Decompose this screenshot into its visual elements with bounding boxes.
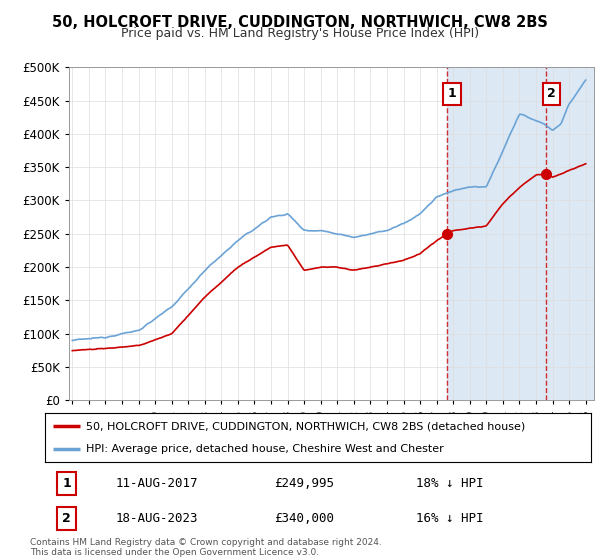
Text: Price paid vs. HM Land Registry's House Price Index (HPI): Price paid vs. HM Land Registry's House … xyxy=(121,27,479,40)
Text: 18% ↓ HPI: 18% ↓ HPI xyxy=(416,477,484,490)
Text: 2: 2 xyxy=(62,511,71,525)
Bar xyxy=(447,67,553,400)
Text: Contains HM Land Registry data © Crown copyright and database right 2024.
This d: Contains HM Land Registry data © Crown c… xyxy=(30,538,382,557)
Text: 50, HOLCROFT DRIVE, CUDDINGTON, NORTHWICH, CW8 2BS (detached house): 50, HOLCROFT DRIVE, CUDDINGTON, NORTHWIC… xyxy=(86,421,525,431)
Text: 1: 1 xyxy=(448,87,456,100)
Text: 1: 1 xyxy=(62,477,71,490)
Text: £249,995: £249,995 xyxy=(274,477,334,490)
Text: £340,000: £340,000 xyxy=(274,511,334,525)
Text: 50, HOLCROFT DRIVE, CUDDINGTON, NORTHWICH, CW8 2BS: 50, HOLCROFT DRIVE, CUDDINGTON, NORTHWIC… xyxy=(52,15,548,30)
Text: 11-AUG-2017: 11-AUG-2017 xyxy=(116,477,199,490)
Text: HPI: Average price, detached house, Cheshire West and Chester: HPI: Average price, detached house, Ches… xyxy=(86,444,444,454)
Text: 2: 2 xyxy=(547,87,556,100)
Bar xyxy=(553,67,594,400)
Text: 18-AUG-2023: 18-AUG-2023 xyxy=(116,511,199,525)
Text: 16% ↓ HPI: 16% ↓ HPI xyxy=(416,511,484,525)
